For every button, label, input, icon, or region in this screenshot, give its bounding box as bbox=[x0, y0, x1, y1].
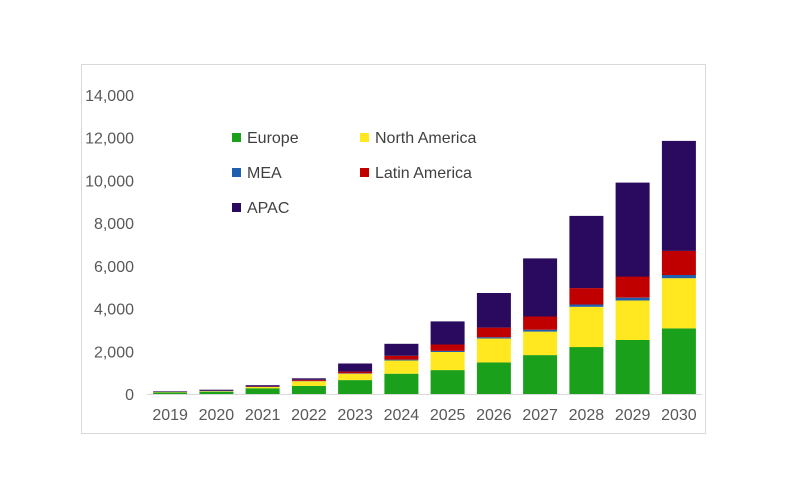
bar-segment-apac-2026 bbox=[476, 293, 511, 328]
bar-segment-europe-2024 bbox=[384, 373, 419, 394]
bars-layer bbox=[153, 140, 696, 394]
y-tick-label: 10,000 bbox=[85, 173, 134, 190]
bar-segment-latin-america-2024 bbox=[384, 355, 419, 360]
bar-segment-latin-america-2022 bbox=[291, 379, 326, 381]
bar-segment-europe-2029 bbox=[615, 340, 650, 394]
bar-segment-mea-2027 bbox=[523, 329, 558, 332]
bar-segment-mea-2025 bbox=[430, 350, 465, 352]
x-tick-label: 2019 bbox=[152, 407, 188, 424]
bar-segment-apac-2025 bbox=[430, 321, 465, 345]
x-tick-label: 2024 bbox=[384, 407, 420, 424]
bar-segment-europe-2030 bbox=[661, 328, 696, 394]
bar-segment-europe-2022 bbox=[291, 385, 326, 394]
bar-segment-latin-america-2027 bbox=[523, 316, 558, 330]
bar-segment-apac-2027 bbox=[523, 258, 558, 317]
chart-frame: 0 2,000 4,000 6,000 8,000 10,000 12,000 14,000 … bbox=[81, 64, 706, 434]
legend-swatch-north-america bbox=[360, 133, 369, 142]
bar-segment-north-america-2025 bbox=[430, 351, 465, 371]
legend-swatch-latin-america bbox=[360, 168, 369, 177]
bar-segment-europe-2026 bbox=[476, 362, 511, 394]
y-tick-label: 12,000 bbox=[85, 131, 134, 148]
legend-label-apac: APAC bbox=[247, 200, 289, 217]
bar-segment-north-america-2022 bbox=[291, 381, 326, 386]
bar-segment-europe-2019 bbox=[153, 392, 188, 394]
bar-segment-europe-2028 bbox=[569, 347, 604, 394]
y-tick-label: 8,000 bbox=[94, 216, 134, 233]
y-tick-label: 4,000 bbox=[94, 302, 134, 319]
bar-segment-north-america-2030 bbox=[661, 278, 696, 329]
bar-segment-apac-2022 bbox=[291, 378, 326, 380]
x-tick-label: 2023 bbox=[337, 407, 373, 424]
bar-segment-europe-2020 bbox=[199, 391, 234, 394]
bar-segment-apac-2024 bbox=[384, 343, 419, 356]
legend: Europe North America MEA Latin America APAC bbox=[232, 130, 476, 217]
bar-segment-latin-america-2026 bbox=[476, 327, 511, 338]
bar-segment-apac-2029 bbox=[615, 182, 650, 277]
bar-segment-north-america-2029 bbox=[615, 300, 650, 340]
legend-swatch-europe bbox=[232, 133, 241, 142]
bar-segment-north-america-2028 bbox=[569, 306, 604, 348]
bar-segment-apac-2023 bbox=[338, 363, 373, 372]
bar-segment-mea-2029 bbox=[615, 297, 650, 301]
x-tick-label: 2020 bbox=[199, 407, 235, 424]
bar-segment-mea-2024 bbox=[384, 359, 419, 361]
x-tick-label: 2026 bbox=[476, 407, 512, 424]
bar-segment-latin-america-2030 bbox=[661, 250, 696, 275]
x-tick-label: 2021 bbox=[245, 407, 281, 424]
x-tick-label: 2022 bbox=[291, 407, 327, 424]
bar-segment-europe-2023 bbox=[338, 380, 373, 394]
bar-segment-north-america-2021 bbox=[245, 387, 280, 389]
y-axis: 0 2,000 4,000 6,000 8,000 10,000 12,000 14,000 bbox=[85, 88, 134, 404]
bar-segment-latin-america-2028 bbox=[569, 288, 604, 305]
bar-segment-apac-2021 bbox=[245, 385, 280, 387]
bar-segment-apac-2020 bbox=[199, 389, 234, 391]
bar-segment-latin-america-2023 bbox=[338, 371, 373, 374]
y-tick-label: 6,000 bbox=[94, 259, 134, 276]
legend-swatch-apac bbox=[232, 203, 241, 212]
bar-segment-apac-2030 bbox=[661, 140, 696, 251]
y-tick-label: 14,000 bbox=[85, 88, 134, 105]
bar-segment-mea-2026 bbox=[476, 337, 511, 339]
stacked-bar-chart: 02,0004,0006,0008,00010,00012,00014,000 … bbox=[85, 88, 702, 424]
y-tick-label: 0 bbox=[125, 387, 134, 404]
bar-segment-latin-america-2025 bbox=[430, 344, 465, 351]
legend-label-mea: MEA bbox=[247, 165, 282, 182]
x-tick-label: 2025 bbox=[430, 407, 466, 424]
bar-segment-north-america-2027 bbox=[523, 331, 558, 356]
bar-segment-apac-2028 bbox=[569, 215, 604, 289]
legend-label-europe: Europe bbox=[247, 130, 299, 147]
x-axis: 2019 2020 2021 2022 2023 2024 2025 2026 2027 2028… bbox=[147, 394, 702, 424]
bar-segment-mea-2028 bbox=[569, 304, 604, 307]
y-tick-label: 2,000 bbox=[94, 344, 134, 361]
x-tick-label: 2029 bbox=[615, 407, 651, 424]
bar-segment-north-america-2026 bbox=[476, 338, 511, 363]
bar-segment-north-america-2020 bbox=[199, 391, 234, 392]
legend-label-north-america: North America bbox=[375, 130, 476, 147]
bar-segment-latin-america-2029 bbox=[615, 276, 650, 298]
bar-segment-north-america-2023 bbox=[338, 373, 373, 381]
bar-segment-apac-2019 bbox=[153, 391, 188, 392]
x-tick-label: 2028 bbox=[569, 407, 605, 424]
x-tick-label: 2030 bbox=[661, 407, 697, 424]
bar-segment-europe-2021 bbox=[245, 388, 280, 394]
legend-label-latin-america: Latin America bbox=[375, 165, 472, 182]
legend-swatch-mea bbox=[232, 168, 241, 177]
bar-segment-north-america-2024 bbox=[384, 360, 419, 374]
x-tick-label: 2027 bbox=[522, 407, 558, 424]
bar-segment-mea-2030 bbox=[661, 275, 696, 279]
bar-segment-europe-2027 bbox=[523, 355, 558, 394]
bar-segment-europe-2025 bbox=[430, 370, 465, 394]
